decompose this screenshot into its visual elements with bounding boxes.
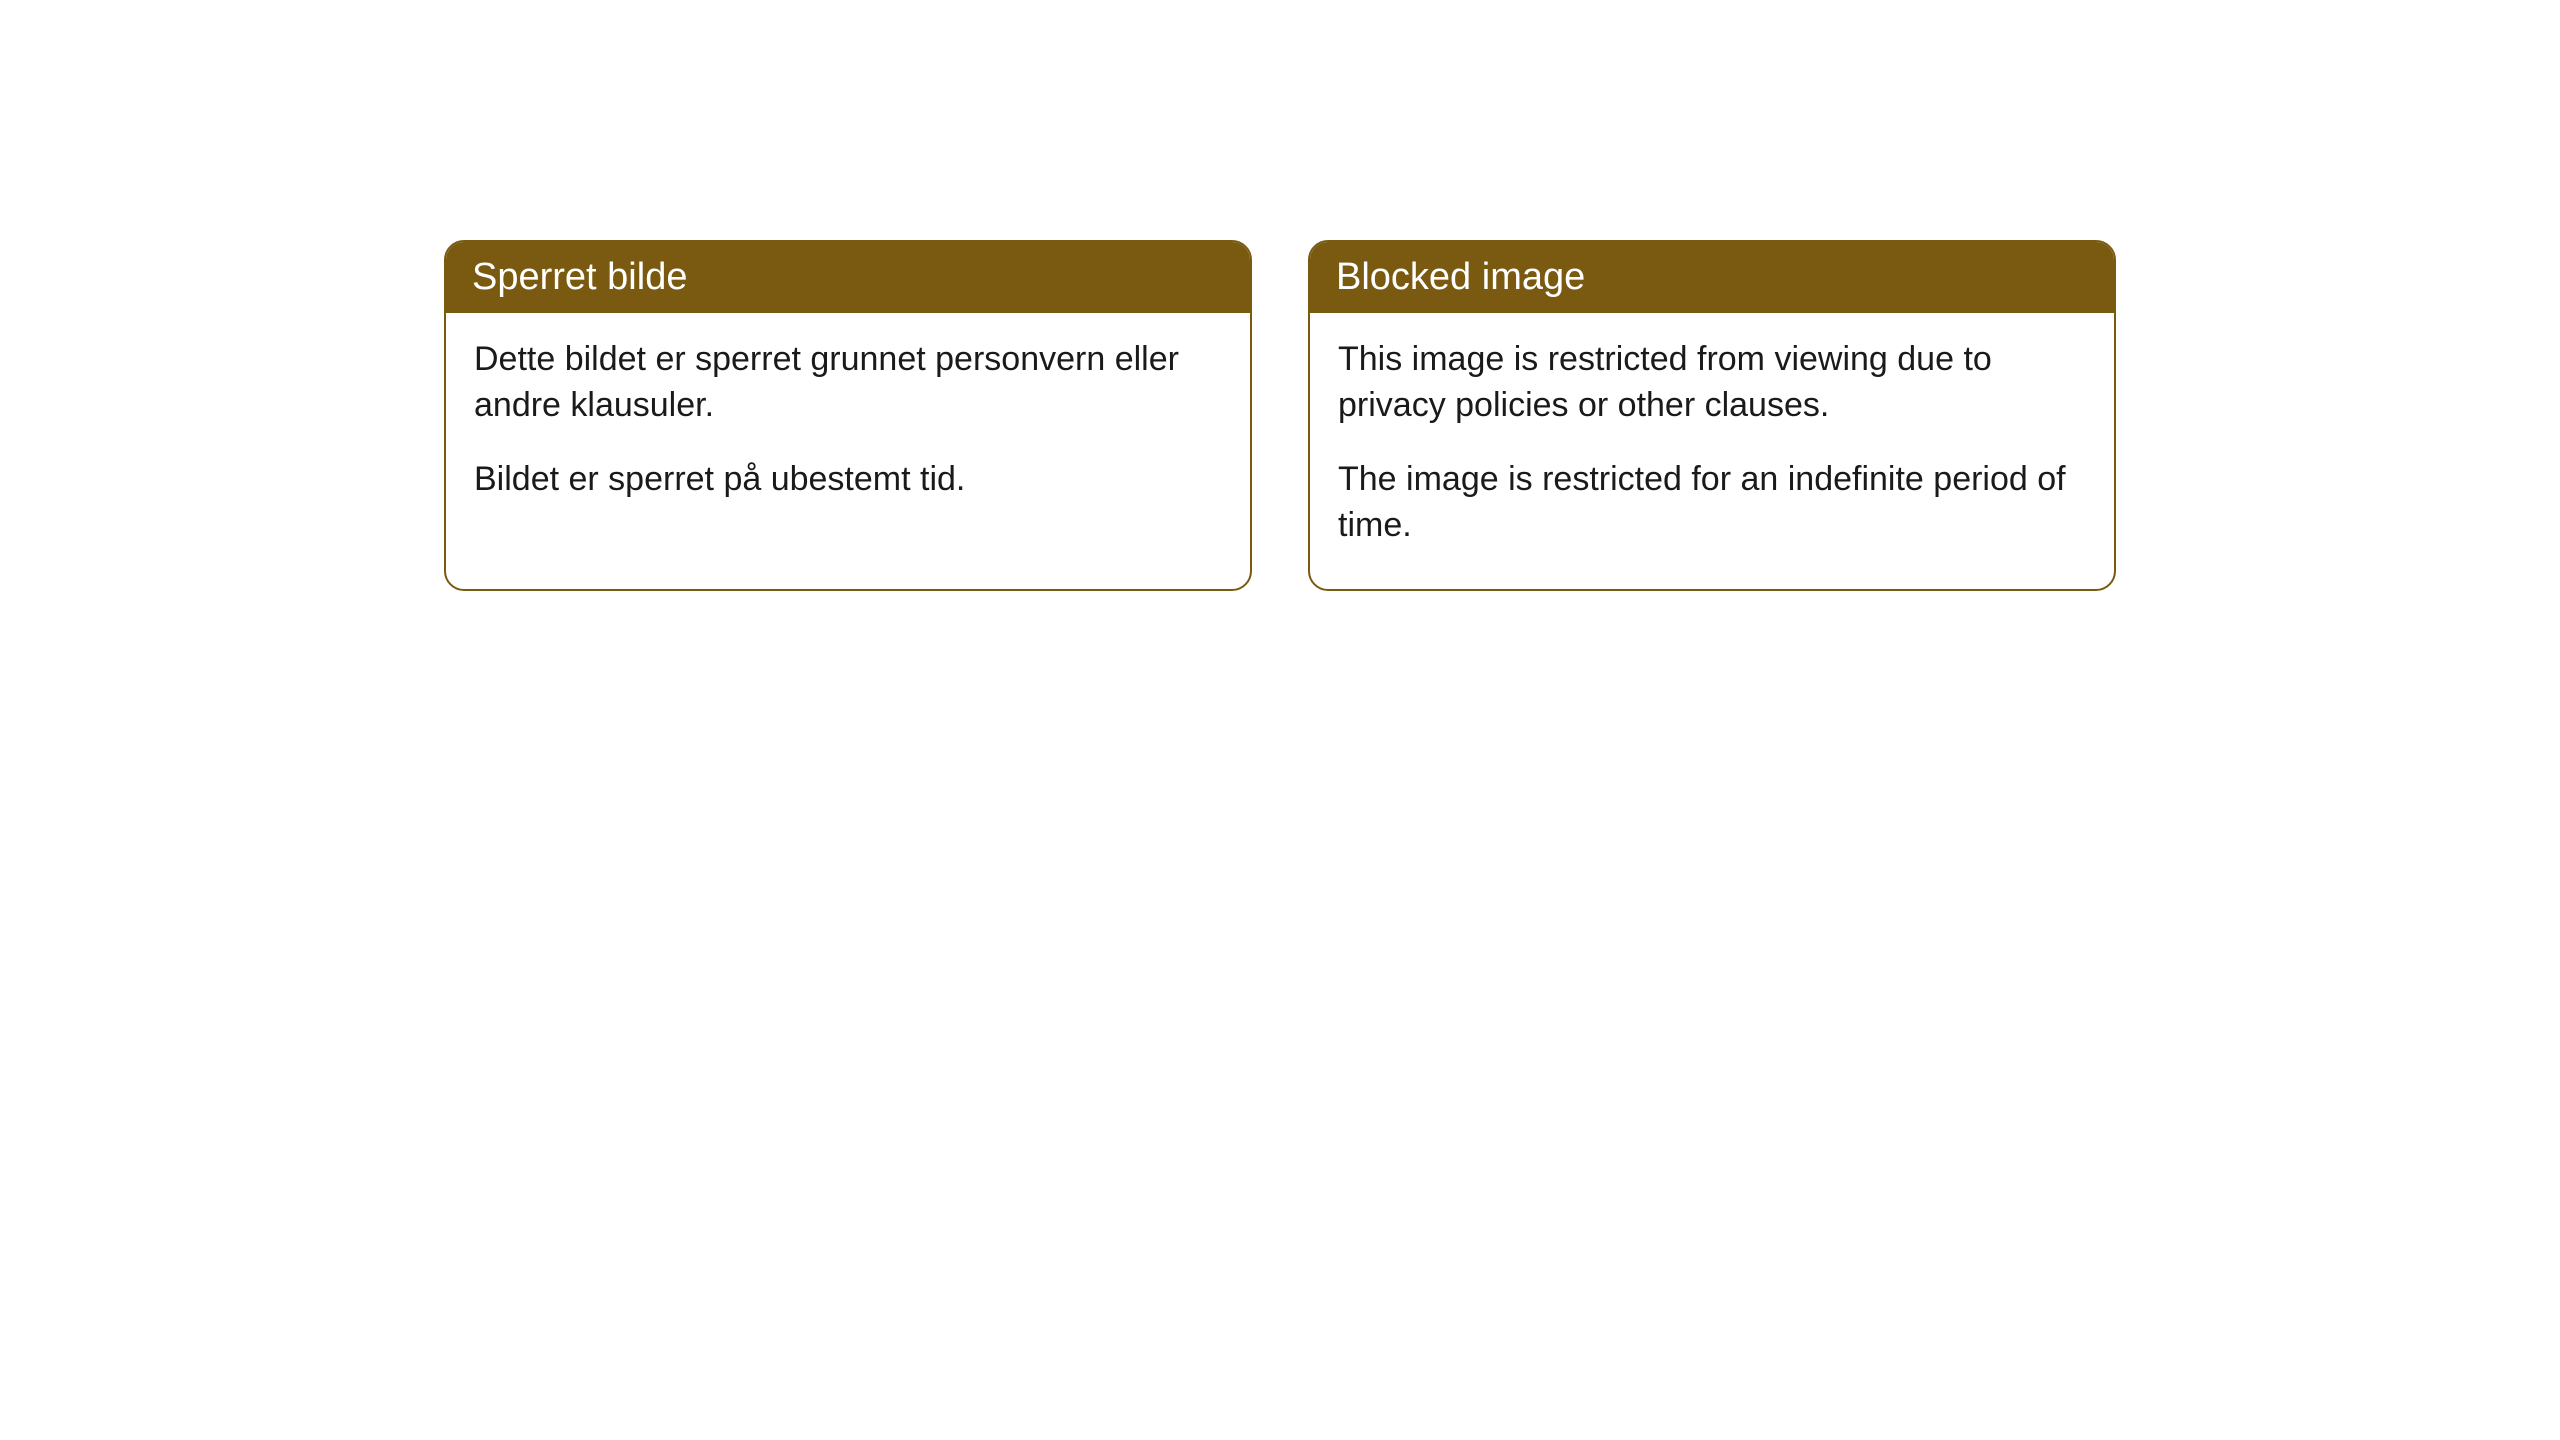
- card-paragraph: This image is restricted from viewing du…: [1338, 337, 2086, 429]
- card-paragraph: The image is restricted for an indefinit…: [1338, 457, 2086, 549]
- card-paragraph: Bildet er sperret på ubestemt tid.: [474, 457, 1222, 503]
- card-header: Blocked image: [1310, 242, 2114, 313]
- notice-card-norwegian: Sperret bilde Dette bildet er sperret gr…: [444, 240, 1252, 591]
- notice-card-english: Blocked image This image is restricted f…: [1308, 240, 2116, 591]
- card-title: Sperret bilde: [472, 256, 687, 298]
- notice-container: Sperret bilde Dette bildet er sperret gr…: [444, 240, 2116, 591]
- card-body: Dette bildet er sperret grunnet personve…: [446, 313, 1250, 543]
- card-title: Blocked image: [1336, 256, 1585, 298]
- card-header: Sperret bilde: [446, 242, 1250, 313]
- card-paragraph: Dette bildet er sperret grunnet personve…: [474, 337, 1222, 429]
- card-body: This image is restricted from viewing du…: [1310, 313, 2114, 589]
